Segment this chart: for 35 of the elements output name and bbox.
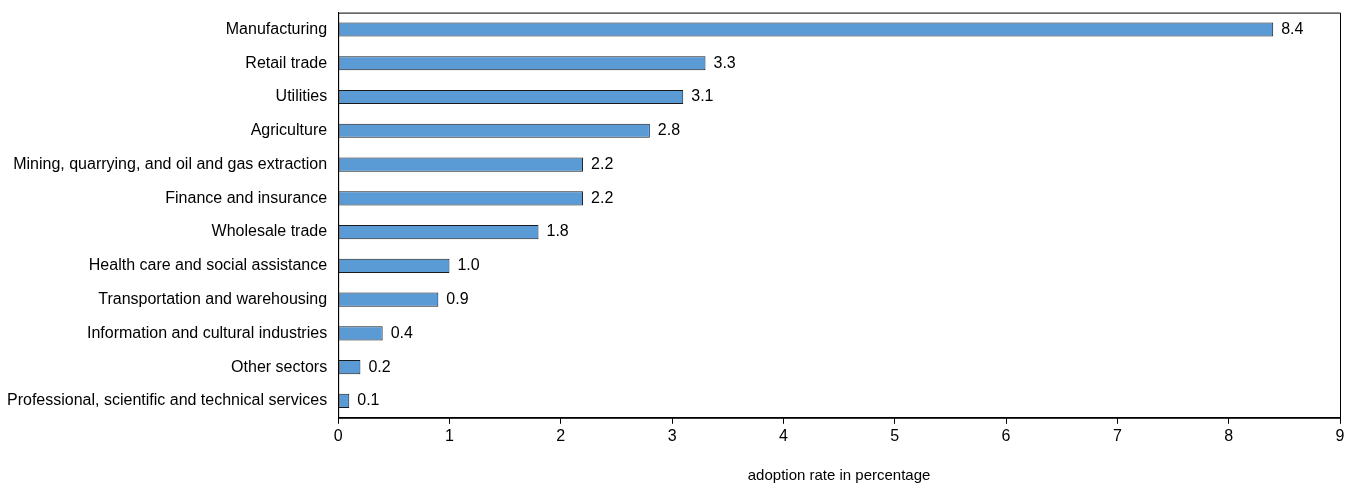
x-tick-label: 0 <box>333 426 343 444</box>
data-label: 0.4 <box>390 323 414 341</box>
data-label: 0.1 <box>357 391 380 409</box>
x-tick-label: 6 <box>1001 426 1011 444</box>
data-label: 3.1 <box>691 87 714 105</box>
data-label: 0.2 <box>368 357 391 375</box>
y-tick-label: Professional, scientific and technical services <box>6 391 328 409</box>
x-axis-title: adoption rate in percentage <box>747 466 931 484</box>
data-label: 2.8 <box>657 121 681 139</box>
y-tick-label: Finance and insurance <box>165 188 328 206</box>
data-label: 2.2 <box>591 154 614 172</box>
x-tick-label: 4 <box>778 426 788 444</box>
y-tick-label: Transportation and warehousing <box>98 290 328 308</box>
data-label: 3.3 <box>713 53 736 71</box>
x-tick-label: 8 <box>1224 426 1234 444</box>
data-label: 1.8 <box>546 222 569 240</box>
x-tick-label: 5 <box>890 426 900 444</box>
x-tick-label: 9 <box>1335 426 1345 444</box>
x-tick-label: 7 <box>1112 426 1122 444</box>
y-tick-label: Agriculture <box>250 121 328 139</box>
data-label: 0.9 <box>446 290 469 308</box>
y-tick-label: Mining, quarrying, and oil and gas extraction <box>13 154 328 172</box>
x-tick-label: 3 <box>667 426 677 444</box>
y-tick-label: Information and cultural industries <box>87 323 328 341</box>
y-tick-label: Wholesale trade <box>211 222 328 240</box>
y-tick-label: Manufacturing <box>225 19 328 37</box>
x-tick-label: 2 <box>556 426 566 444</box>
data-label: 1.0 <box>457 256 480 274</box>
y-tick-label: Health care and social assistance <box>88 256 328 274</box>
data-label: 2.2 <box>591 188 614 206</box>
y-tick-label: Other sectors <box>231 357 328 375</box>
y-tick-label: Retail trade <box>245 53 328 71</box>
x-tick-label: 1 <box>445 426 455 444</box>
data-label: 8.4 <box>1281 19 1304 37</box>
y-tick-label: Utilities <box>275 87 328 105</box>
